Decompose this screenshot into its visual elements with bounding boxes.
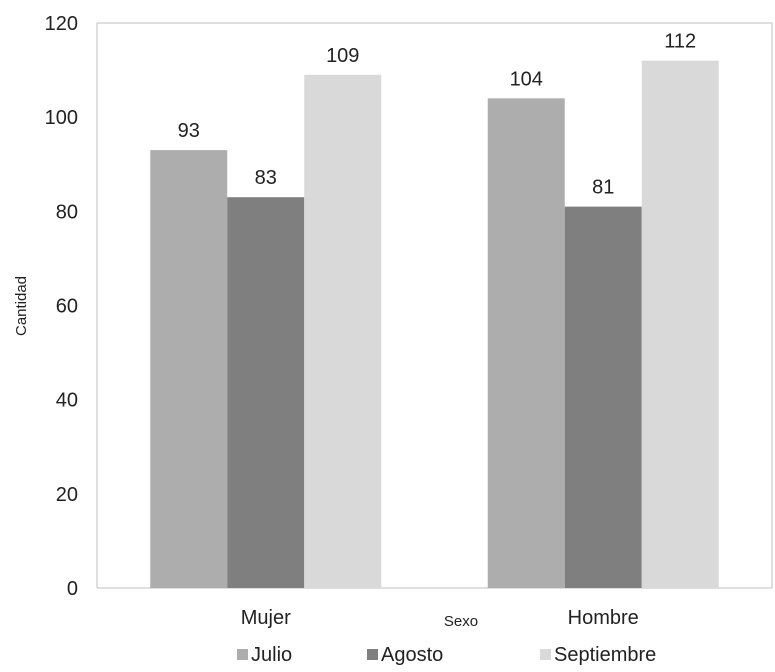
y-tick-label-20: 20 (56, 484, 78, 506)
data-labels: 93 83 109 104 81 112 (178, 31, 697, 199)
x-category-label-hombre: Hombre (568, 607, 639, 629)
bar-mujer-julio (150, 150, 228, 588)
data-label-mujer-septiembre: 109 (326, 45, 359, 67)
data-label-hombre-agosto: 81 (592, 177, 614, 199)
data-label-hombre-julio: 104 (510, 68, 543, 90)
x-category-label-mujer: Mujer (241, 607, 291, 629)
y-tick-label-60: 60 (56, 296, 78, 318)
y-tick-label-80: 80 (56, 201, 78, 223)
data-label-hombre-septiembre: 112 (664, 31, 696, 53)
x-axis-title: Sexo (444, 613, 478, 630)
y-axis-title: Cantidad (13, 276, 30, 336)
bar-hombre-julio (487, 98, 565, 588)
legend-swatch-agosto (367, 649, 378, 660)
bars (150, 60, 719, 589)
x-axis-category-labels: Mujer Hombre (241, 607, 639, 629)
bar-hombre-agosto (564, 206, 642, 588)
bar-mujer-agosto (227, 197, 305, 589)
legend-swatch-septiembre (540, 649, 551, 660)
bar-hombre-septiembre (641, 60, 719, 588)
y-tick-label-100: 100 (45, 107, 78, 129)
data-label-mujer-agosto: 83 (255, 167, 277, 189)
data-label-mujer-julio: 93 (178, 120, 200, 142)
legend-label-julio: Julio (251, 644, 292, 666)
legend-swatch-julio (237, 649, 248, 660)
bar-mujer-septiembre (304, 74, 382, 588)
legend-label-septiembre: Septiembre (554, 644, 656, 666)
y-axis-ticks: 0 20 40 60 80 100 120 (45, 13, 78, 600)
legend-label-agosto: Agosto (381, 644, 443, 666)
y-tick-label-40: 40 (56, 390, 78, 412)
y-tick-label-0: 0 (67, 578, 78, 600)
legend: Julio Agosto Septiembre (237, 644, 656, 666)
y-tick-label-120: 120 (45, 13, 78, 35)
